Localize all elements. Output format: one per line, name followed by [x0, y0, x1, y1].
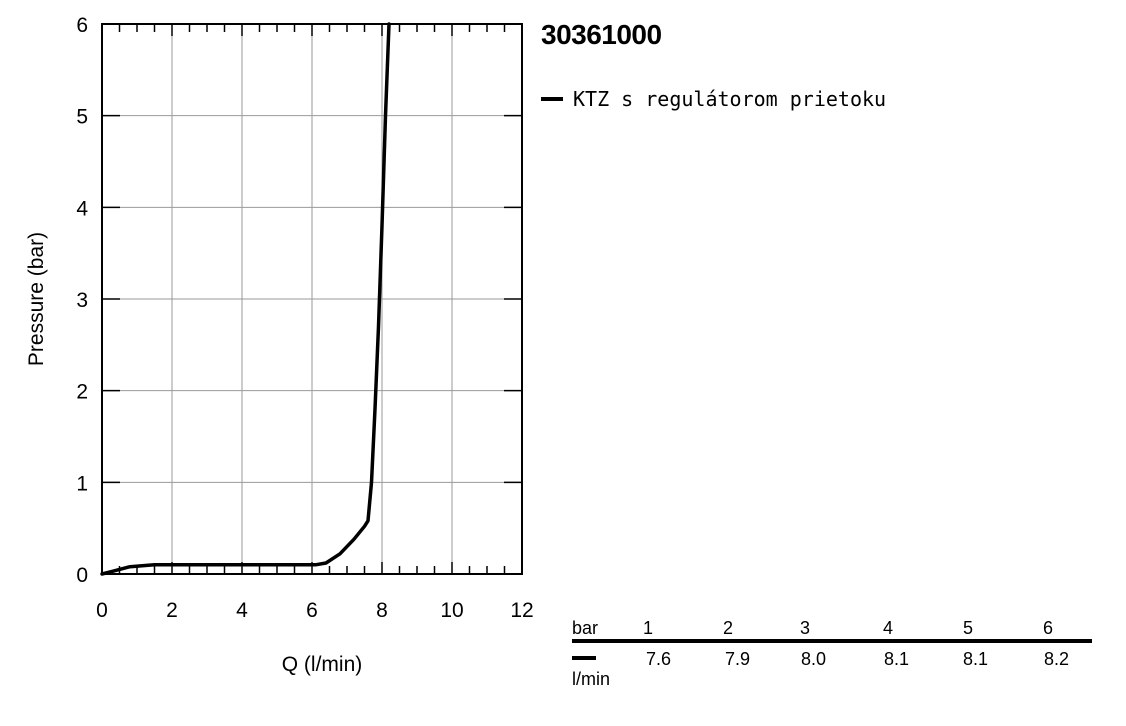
y-tick-label: 2: [76, 381, 88, 404]
y-tick-label: 4: [76, 197, 88, 220]
table-flow-cell: 8.1: [884, 649, 910, 669]
table-pressure-cell: 6: [1043, 618, 1054, 638]
x-axis-title: Q (l/min): [282, 653, 363, 676]
legend-label: KTZ s regulátorom prietoku: [573, 87, 887, 111]
flow-table: bar 1 2 3 4 5 6 7.6 7.9 8.0 8.1 8.1 8.2 …: [572, 618, 1092, 698]
product-code-title: 30361000: [541, 19, 662, 50]
x-tick-label: 8: [376, 599, 388, 622]
table-series-swatch: [572, 656, 596, 660]
table-divider: [572, 639, 1092, 643]
table-flow-cell: 7.6: [646, 649, 672, 669]
table-flow-cell: 8.0: [801, 649, 827, 669]
x-tick-label: 12: [510, 599, 533, 622]
legend: KTZ s regulátorom prietoku: [541, 87, 886, 111]
y-tick-label: 0: [76, 564, 88, 587]
table-pressure-cell: 5: [963, 618, 974, 638]
y-tick-label: 6: [76, 14, 88, 37]
x-tick-label: 6: [306, 599, 318, 622]
table-flow-cell: 8.1: [963, 649, 989, 669]
table-flow-cell: 7.9: [725, 649, 751, 669]
plot-frame: [101, 23, 523, 575]
legend-swatch: [541, 97, 563, 101]
table-pressure-cell: 2: [723, 618, 734, 638]
y-tick-label: 3: [76, 289, 88, 312]
y-axis-title: Pressure (bar): [25, 232, 48, 366]
table-pressure-cell: 4: [883, 618, 894, 638]
x-tick-label: 2: [166, 599, 178, 622]
x-tick-label: 4: [236, 599, 248, 622]
x-tick-label: 0: [96, 599, 108, 622]
y-tick-label: 5: [76, 106, 88, 129]
y-tick-label: 1: [76, 472, 88, 495]
table-flow-cell: 8.2: [1044, 649, 1070, 669]
table-pressure-cell: 1: [643, 618, 654, 638]
table-row-unit: l/min: [572, 669, 611, 689]
table-header-unit: bar: [572, 618, 599, 638]
x-tick-label: 10: [440, 599, 463, 622]
series-line: [100, 22, 391, 576]
table-pressure-cell: 3: [800, 618, 811, 638]
